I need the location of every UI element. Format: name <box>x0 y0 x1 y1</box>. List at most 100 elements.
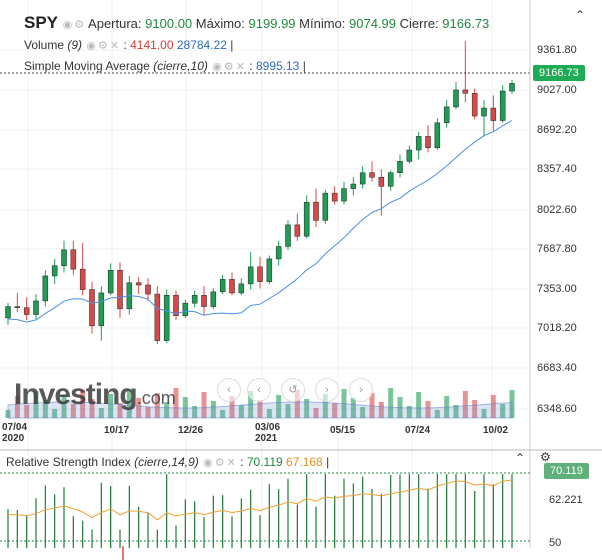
close-icon[interactable]: ✕ <box>235 61 245 73</box>
price-candles[interactable] <box>5 41 515 344</box>
candle-body <box>79 268 86 290</box>
volume-bar <box>406 406 412 418</box>
date-label: 03/06 <box>255 422 281 433</box>
investing-watermark: Investing.com <box>14 378 176 411</box>
candle-body <box>341 188 347 202</box>
scroll-left-button[interactable]: ‹ <box>217 378 241 402</box>
candle-body <box>70 249 77 270</box>
candle-body <box>33 300 39 315</box>
year-label: 2020 <box>2 433 25 444</box>
volume-bar <box>14 396 20 418</box>
candle-body <box>23 307 30 315</box>
volume-bar <box>89 399 95 418</box>
volume-bar <box>266 409 272 418</box>
volume-bar <box>164 402 170 418</box>
volume-value-1: 4141.00 <box>130 38 174 52</box>
scroll-back-button[interactable]: ‹ <box>247 378 271 402</box>
candle-body <box>481 107 487 117</box>
volume-bar <box>490 395 496 418</box>
volume-bar <box>42 400 48 418</box>
candle-body <box>266 258 273 282</box>
volume-bar <box>24 405 30 418</box>
candle-body <box>331 192 338 202</box>
rsi-param: (cierre,14,9) <box>134 455 199 469</box>
volume-bar <box>304 399 310 418</box>
eye-icon[interactable]: ◉ <box>203 457 213 469</box>
volume-bar <box>276 395 282 418</box>
rsi-pane <box>7 474 513 548</box>
candle-body <box>303 201 310 237</box>
eye-icon[interactable]: ◉ <box>86 40 96 52</box>
gear-icon[interactable]: ⚙ <box>98 40 108 52</box>
volume-average-area <box>7 401 513 419</box>
candle-body <box>42 275 49 302</box>
candle-body <box>219 279 226 293</box>
collapse-icon[interactable]: ⌃ <box>575 8 586 22</box>
volume-bar <box>294 390 300 418</box>
close-icon[interactable]: ✕ <box>109 40 120 52</box>
volume-bar <box>322 394 328 418</box>
candle-body <box>443 106 450 124</box>
volume-bar <box>238 405 244 418</box>
candle-body <box>359 172 366 185</box>
volume-bar <box>61 395 67 418</box>
price-axis-tick: 6683.40 <box>537 362 577 374</box>
candle-body <box>453 89 459 108</box>
candle-body <box>51 265 58 277</box>
price-axis-tick: 7018.20 <box>537 322 577 334</box>
volume-bar <box>350 398 356 418</box>
year-label: 2021 <box>255 433 278 444</box>
volume-bar <box>257 400 263 418</box>
sma-value: 8995.13 <box>255 59 300 73</box>
reset-zoom-button[interactable]: ↺ <box>281 378 305 402</box>
volume-bar <box>201 392 207 418</box>
candle-body <box>61 249 67 266</box>
volume-bar <box>154 393 160 418</box>
volume-bar <box>136 398 142 418</box>
gear-icon[interactable]: ⚙ <box>74 19 85 31</box>
scroll-right-button[interactable]: › <box>349 378 373 402</box>
candle-body <box>257 266 263 282</box>
high-label: Máximo: <box>195 16 245 31</box>
candle-body <box>406 149 413 162</box>
candle-body <box>107 270 114 294</box>
price-axis-tick: 8357.40 <box>537 163 577 175</box>
volume-bar <box>425 401 431 418</box>
volume-bar <box>52 409 58 418</box>
sma-colon: : <box>249 59 253 73</box>
eye-icon[interactable]: ◉ <box>62 19 73 31</box>
price-axis-tick: 8692.20 <box>537 124 577 136</box>
volume-bar <box>98 408 104 418</box>
volume-bar <box>378 402 384 418</box>
candle-body <box>462 89 469 94</box>
candle-body <box>415 136 422 151</box>
rsi-signal-line <box>7 479 513 521</box>
rsi-collapse-icon[interactable]: ⌃ <box>515 451 526 465</box>
candle-body <box>229 279 235 294</box>
candle-body <box>173 294 179 316</box>
volume-bar <box>126 389 132 418</box>
high-value: 9199.99 <box>248 16 296 31</box>
rsi-settings-icon[interactable]: ⚙ <box>540 450 551 464</box>
candle-body <box>350 183 357 189</box>
volume-bar <box>360 407 366 418</box>
volume-bar <box>500 404 506 418</box>
close-icon[interactable]: ✕ <box>226 457 236 469</box>
volume-bar <box>388 388 394 418</box>
candle-body <box>294 224 301 237</box>
candle-body <box>434 122 441 149</box>
scroll-forward-button[interactable]: › <box>315 378 339 402</box>
open-value: 9100.00 <box>145 16 193 31</box>
gear-icon[interactable]: ⚙ <box>223 61 234 73</box>
candle-body <box>285 224 291 247</box>
date-label: 12/26 <box>178 425 204 436</box>
volume-bars <box>5 388 515 419</box>
rsi-colon: : <box>240 455 244 469</box>
candle-body <box>191 294 198 304</box>
price-axis-tick: 7687.80 <box>537 243 577 255</box>
volume-value-2: 28784.22 <box>176 38 227 52</box>
gear-icon[interactable]: ⚙ <box>214 457 225 469</box>
eye-icon[interactable]: ◉ <box>212 61 222 73</box>
sma-legend: Simple Moving Average (cierre,10) ◉ ⚙ ✕ : … <box>24 59 306 73</box>
